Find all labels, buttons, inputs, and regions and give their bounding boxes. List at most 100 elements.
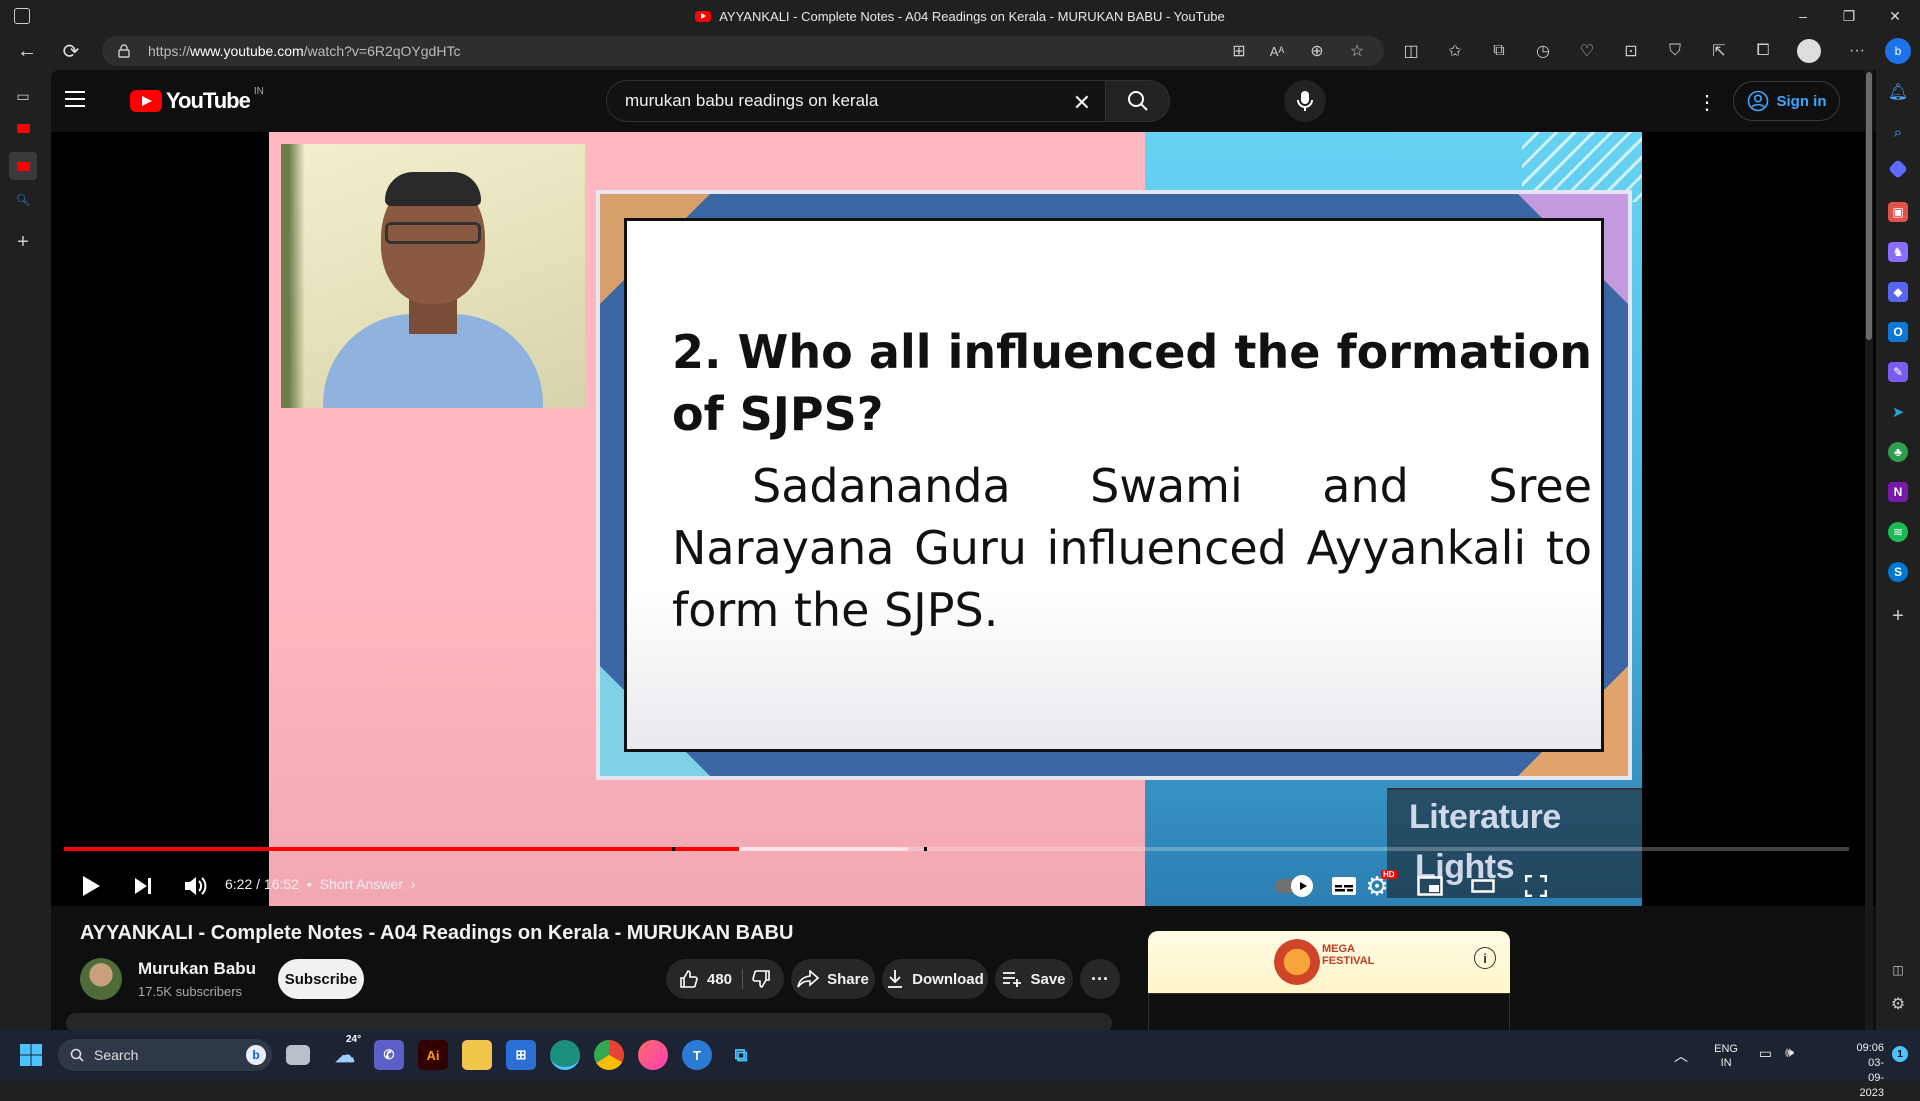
save-button[interactable]: Save bbox=[995, 959, 1073, 999]
search-input[interactable]: murukan babu readings on kerala ✕ bbox=[606, 80, 1106, 122]
theater-mode-button[interactable] bbox=[1463, 866, 1503, 906]
restore-button[interactable]: ❐ bbox=[1842, 7, 1856, 24]
chevron-right-icon[interactable]: › bbox=[410, 876, 416, 892]
chrome-icon[interactable] bbox=[594, 1040, 624, 1070]
tab-search-icon[interactable]: 🔍︎ bbox=[15, 193, 31, 207]
clear-search-icon[interactable]: ✕ bbox=[1072, 90, 1091, 115]
tab-youtube-active[interactable] bbox=[9, 152, 37, 180]
notification-badge[interactable]: 1 bbox=[1892, 1046, 1908, 1062]
more-menu-icon[interactable]: ··· bbox=[1849, 42, 1865, 59]
add-app-plus-icon[interactable]: + bbox=[1892, 604, 1904, 627]
language-indicator[interactable]: ENG IN bbox=[1714, 1042, 1738, 1070]
dislike-button[interactable] bbox=[751, 969, 771, 989]
share-button[interactable]: Share bbox=[791, 959, 875, 999]
settings-button[interactable]: ⚙ HD bbox=[1357, 866, 1397, 906]
extensions-heart-icon[interactable]: ♡ bbox=[1579, 43, 1595, 60]
search-button[interactable] bbox=[1106, 80, 1170, 122]
channel-name[interactable]: Murukan Babu bbox=[138, 959, 257, 978]
watermark-line-1: Literature bbox=[1409, 798, 1561, 836]
spotify-icon[interactable]: ≋ bbox=[1888, 522, 1908, 542]
task-view-icon[interactable] bbox=[286, 1045, 310, 1065]
minimize-button[interactable]: – bbox=[1799, 8, 1807, 24]
app-available-icon[interactable]: ⊞ bbox=[1232, 43, 1246, 60]
onenote-icon[interactable]: N bbox=[1888, 482, 1908, 502]
screenshot-icon[interactable]: ⊡ bbox=[1624, 43, 1638, 60]
more-actions-button[interactable]: ··· bbox=[1080, 959, 1120, 999]
edge-browser-icon[interactable] bbox=[550, 1040, 580, 1070]
subscribe-button[interactable]: Subscribe bbox=[278, 959, 364, 999]
chapter-title[interactable]: Short Answer bbox=[319, 876, 403, 892]
autoplay-toggle[interactable] bbox=[1273, 866, 1313, 906]
extensions-icon[interactable]: ⧠ bbox=[1756, 42, 1770, 59]
progress-bar[interactable] bbox=[64, 847, 1849, 851]
subtitles-button[interactable] bbox=[1324, 866, 1364, 906]
play-button[interactable] bbox=[71, 866, 111, 906]
share-icon[interactable]: ⇱ bbox=[1712, 43, 1726, 60]
favorite-star-icon[interactable]: ☆ bbox=[1349, 43, 1365, 60]
fullscreen-button[interactable] bbox=[1516, 866, 1556, 906]
like-button[interactable]: 480 bbox=[679, 969, 744, 989]
close-window-button[interactable]: ✕ bbox=[1889, 7, 1901, 24]
weather-widget[interactable]: ☁ 24° bbox=[335, 1034, 362, 1067]
split-screen-icon[interactable]: ◫ bbox=[1403, 43, 1419, 60]
tab-actions-icon[interactable] bbox=[14, 8, 30, 24]
search-icon[interactable]: ⌕ bbox=[1893, 123, 1903, 141]
refresh-icon[interactable]: ⟳ bbox=[62, 40, 80, 63]
youtube-logo[interactable]: YouTube IN bbox=[130, 86, 264, 114]
voice-search-button[interactable] bbox=[1284, 80, 1326, 122]
teams-icon[interactable]: T bbox=[682, 1040, 712, 1070]
copilot-icon[interactable]: ◆ bbox=[1888, 282, 1908, 302]
volume-icon[interactable]: 🕪︎ bbox=[1785, 1044, 1794, 1060]
tray-overflow-chevron-icon[interactable]: ︿ bbox=[1674, 1048, 1688, 1064]
profile-avatar[interactable] bbox=[1797, 39, 1821, 63]
microsoft-store-icon[interactable]: ⊞ bbox=[506, 1040, 536, 1070]
bing-copilot-icon[interactable]: b bbox=[1885, 38, 1911, 64]
tab-youtube-1[interactable] bbox=[11, 116, 35, 140]
collections-icon[interactable]: ⧉ bbox=[1493, 42, 1505, 59]
sidebar-settings-gear-icon[interactable]: ⚙ bbox=[1890, 996, 1906, 1013]
hide-sidebar-icon[interactable]: ◫ bbox=[1892, 963, 1904, 977]
taskbar-search-input[interactable]: Search b bbox=[58, 1039, 272, 1071]
video-player[interactable]: 2. Who all influenced the formation of S… bbox=[51, 132, 1876, 906]
teams-chat-icon[interactable]: ✆ bbox=[374, 1040, 404, 1070]
app-swirl-icon[interactable] bbox=[638, 1040, 668, 1070]
page-scrollbar[interactable] bbox=[1865, 70, 1873, 1030]
back-arrow-icon[interactable]: ← bbox=[17, 39, 37, 62]
mute-button[interactable] bbox=[175, 866, 215, 906]
start-windows-icon[interactable] bbox=[16, 1040, 46, 1070]
remote-desktop-icon[interactable]: ⧉ bbox=[734, 1044, 748, 1065]
history-icon[interactable]: ◷ bbox=[1536, 43, 1550, 60]
illustrator-icon[interactable]: Ai bbox=[418, 1040, 448, 1070]
channel-avatar[interactable] bbox=[80, 958, 122, 1000]
tab-panel-icon[interactable]: ▭ bbox=[16, 87, 30, 104]
clock[interactable]: 09:06 03-09-2023 bbox=[1856, 1041, 1884, 1101]
sidebar-ad-banner[interactable]: MEGA FESTIVAL i bbox=[1148, 931, 1510, 993]
miniplayer-button[interactable] bbox=[1410, 866, 1450, 906]
download-button[interactable]: Download bbox=[882, 959, 988, 999]
outlook-icon[interactable]: O bbox=[1888, 322, 1908, 342]
games-icon[interactable]: ♞ bbox=[1888, 242, 1908, 262]
favorites-icon[interactable]: ✩ bbox=[1448, 43, 1462, 60]
recommendation-card[interactable] bbox=[1148, 993, 1510, 1030]
notifications-bell-icon[interactable]: 🔔︎ bbox=[1887, 84, 1909, 101]
ad-info-icon[interactable]: i bbox=[1474, 947, 1496, 969]
settings-kebab-icon[interactable]: ⋮ bbox=[1697, 92, 1717, 114]
read-aloud-icon[interactable]: Aᴬ bbox=[1269, 43, 1285, 59]
new-tab-plus-icon[interactable]: + bbox=[17, 230, 29, 253]
tools-icon[interactable]: ▣ bbox=[1888, 202, 1908, 222]
skype-icon[interactable]: S bbox=[1888, 562, 1908, 582]
zoom-icon[interactable]: ⊕ bbox=[1310, 43, 1324, 60]
address-bar[interactable]: https://www.youtube.com/watch?v=6R2qOYgd… bbox=[102, 36, 1384, 66]
designer-icon[interactable]: ✎ bbox=[1888, 362, 1908, 382]
hamburger-menu-icon[interactable] bbox=[65, 91, 85, 107]
file-explorer-icon[interactable] bbox=[462, 1040, 492, 1070]
telegram-icon[interactable]: ➤ bbox=[1891, 404, 1905, 421]
sign-in-button[interactable]: Sign in bbox=[1733, 81, 1840, 121]
description-box[interactable] bbox=[66, 1013, 1112, 1030]
tree-icon[interactable]: ♣ bbox=[1888, 442, 1908, 462]
next-button[interactable] bbox=[123, 866, 163, 906]
shopping-tag-icon[interactable] bbox=[1888, 159, 1908, 179]
scrollbar-thumb[interactable] bbox=[1866, 72, 1872, 340]
network-icon[interactable]: ▭ bbox=[1758, 1045, 1772, 1061]
browser-essentials-icon[interactable]: ⛉ bbox=[1668, 42, 1681, 59]
